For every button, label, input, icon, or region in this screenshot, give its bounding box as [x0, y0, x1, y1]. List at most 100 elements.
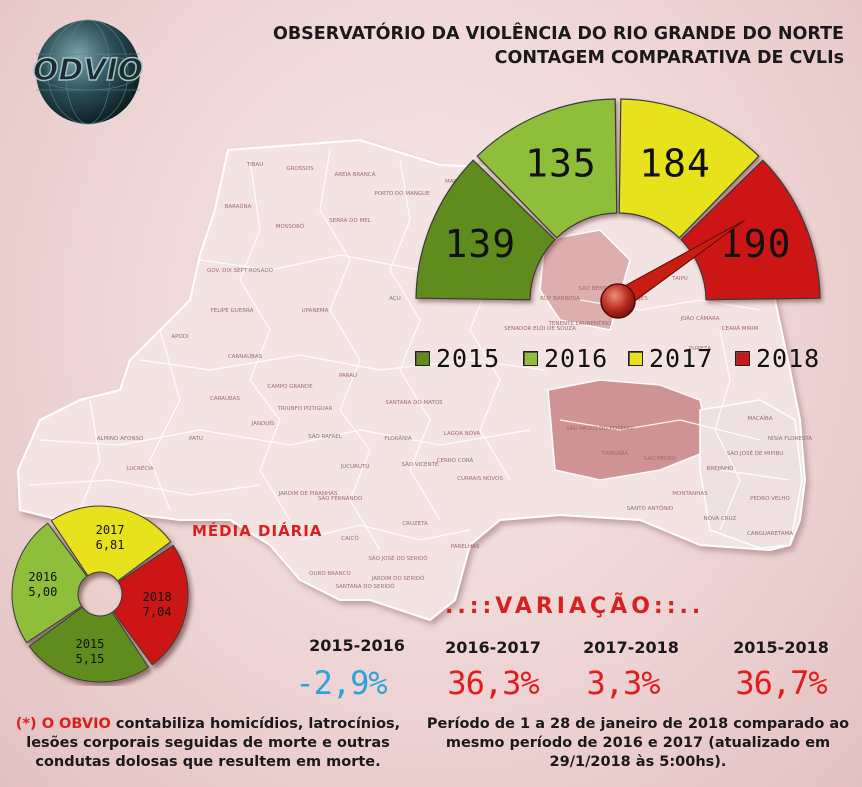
map-municipality-label: CAICÓ	[341, 535, 359, 542]
legend-item-2016: 2016	[523, 344, 608, 373]
map-municipality-label: GROSSOS	[286, 166, 314, 172]
legend-item-2018: 2018	[735, 344, 820, 373]
gauge-segment-2016	[476, 98, 618, 239]
variation-value: -2,9%	[295, 664, 387, 702]
map-municipality-label: SÃO PAULO DO POTENGI	[566, 425, 634, 432]
legend-label: 2018	[756, 344, 821, 373]
map-municipality-label: ALMINO AFONSO	[97, 436, 144, 442]
map-municipality-label: CARAÚBAS	[210, 395, 241, 402]
map-municipality-label: APODI	[171, 334, 189, 340]
map-municipality-label: FELIPE GUERRA	[211, 308, 254, 314]
map-municipality-label: UPANEMA	[302, 308, 329, 314]
map-municipality-label: JARDIM DE PIRANHAS	[278, 491, 338, 497]
variation-period: 2017-2018	[583, 638, 679, 657]
legend-item-2015: 2015	[415, 344, 500, 373]
map-municipality-label: AREIA BRANCA	[334, 172, 375, 178]
map-municipality-label: NÍSIA FLORESTA	[768, 435, 812, 442]
variation-title: ..::VARIAÇÃO::..	[445, 594, 705, 619]
map-municipality-label: SERRA DO MEL	[329, 218, 371, 224]
map-municipality-label: CRUZETA	[402, 521, 428, 527]
map-municipality-label: MACAÍBA	[747, 415, 772, 422]
map-municipality-label: MONTANHAS	[672, 491, 708, 497]
map-municipality-label: SÃO VICENTE	[402, 461, 440, 468]
legend-swatch-2015	[415, 351, 430, 366]
footnote-brand: O OBVIO	[41, 716, 111, 732]
donut-year-label: 2015	[75, 637, 104, 651]
map-municipality-label: SÃO JOSÉ DE MIPIBU	[727, 449, 784, 457]
legend-swatch-2017	[628, 351, 643, 366]
map-municipality-label: SÃO JOSÉ DO SERIDÓ	[368, 554, 428, 562]
map-municipality-label: LAGOA NOVA	[444, 431, 481, 437]
variation-value: 3,3%	[586, 664, 660, 702]
map-municipality-label: CARNAÚBAS	[228, 353, 263, 360]
odvio-logo: ODVIO	[32, 19, 144, 125]
legend-label: 2017	[649, 344, 714, 373]
donut-slice-2018	[112, 544, 189, 666]
gauge-segment-2017	[618, 98, 760, 239]
map-municipality-label: TANGARÁ	[601, 450, 628, 457]
map-municipality-label: SÃO FERNANDO	[318, 495, 363, 502]
page-title: OBSERVATÓRIO DA VIOLÊNCIA DO RIO GRANDE …	[272, 24, 844, 44]
gauge-value-2016: 135	[525, 141, 597, 185]
map-municipality-label: CERRO CORÁ	[437, 457, 474, 464]
page-subtitle: CONTAGEM COMPARATIVA DE CVLIs	[494, 48, 844, 68]
map-municipality-label: LUCRÉCIA	[126, 464, 153, 472]
donut-year-label: 2018	[143, 590, 172, 604]
map-municipality-label: PATU	[189, 436, 203, 442]
donut-year-label: 2017	[96, 523, 125, 537]
map-municipality-label: CEARÁ MIRIM	[722, 325, 759, 332]
map-municipality-label: GOV. DIX SEPT ROSADO	[207, 268, 274, 274]
map-municipality-label: NOVA CRUZ	[704, 516, 737, 522]
map-municipality-label: CANGUARETAMA	[747, 531, 794, 537]
donut-value-label: 5,15	[75, 652, 104, 666]
map-municipality-label: JUCURUTU	[340, 464, 370, 470]
map-municipality-label: TIBAU	[246, 162, 264, 168]
map-municipality-label: PEDRO VELHO	[750, 496, 790, 502]
donut-title: MÉDIA DIÁRIA	[192, 522, 323, 540]
map-municipality-label: BREJINHO	[707, 466, 735, 472]
map-municipality-label: SENADOR ELÓI DE SOUZA	[504, 325, 576, 332]
map-municipality-label: BARAÚNA	[225, 203, 252, 210]
map-municipality-label: PORTO DO MANGUE	[374, 191, 430, 197]
donut-value-label: 6,81	[96, 538, 125, 552]
donut-slice-2017	[50, 505, 172, 582]
legend-label: 2015	[436, 344, 501, 373]
map-municipality-label: CURRAIS NOVOS	[457, 476, 503, 482]
legend-item-2017: 2017	[628, 344, 713, 373]
footnote-period: Período de 1 a 28 de janeiro de 2018 com…	[426, 716, 850, 770]
donut-year-label: 2016	[28, 570, 57, 584]
map-municipality-label: SANTO ANTÔNIO	[627, 505, 674, 512]
map-municipality-label: FLORÂNIA	[384, 435, 411, 442]
variation-value: 36,3%	[447, 664, 539, 702]
logo-text: ODVIO	[33, 53, 143, 88]
footnote-marker: (*)	[15, 716, 42, 732]
map-municipality-label: MOSSORÓ	[276, 223, 305, 230]
map-municipality-label: JANDUÍS	[251, 420, 275, 427]
footnote-methodology: (*) O OBVIO contabiliza homicídios, latr…	[4, 715, 412, 772]
legend-swatch-2018	[735, 351, 750, 366]
map-municipality-label: JARDIM DO SERIDÓ	[371, 575, 425, 582]
map-municipality-label: CAMPO GRANDE	[267, 384, 313, 390]
map-municipality-label: SÃO PEDRO	[644, 455, 677, 462]
donut-slice-2016	[11, 522, 88, 644]
map-municipality-label: TRIUNFO POTIGUAR	[277, 406, 333, 412]
donut-value-label: 7,04	[143, 605, 172, 619]
legend-swatch-2016	[523, 351, 538, 366]
map-municipality-label: RUY BARBOSA	[540, 296, 580, 302]
map-municipality-label: TENENTE LAURENTINO	[548, 321, 613, 327]
map-municipality-label: SÃO RAFAEL	[308, 433, 343, 440]
gauge-hub	[600, 283, 636, 319]
map-municipality-label: JOÃO CÂMARA	[679, 315, 719, 322]
variation-period: 2015-2016	[309, 636, 405, 655]
gauge-segment-2015	[415, 159, 556, 301]
variation-value: 36,7%	[735, 664, 827, 702]
map-municipality-label: PARAÚ	[339, 372, 357, 379]
map-municipality-label: PUREZA	[689, 346, 711, 352]
map-municipality-label: SANTANA DO MATOS	[385, 400, 443, 406]
gauge-value-2017: 184	[639, 141, 711, 185]
variation-period: 2016-2017	[445, 638, 541, 657]
map-municipality-label: PARELHAS	[451, 544, 480, 550]
